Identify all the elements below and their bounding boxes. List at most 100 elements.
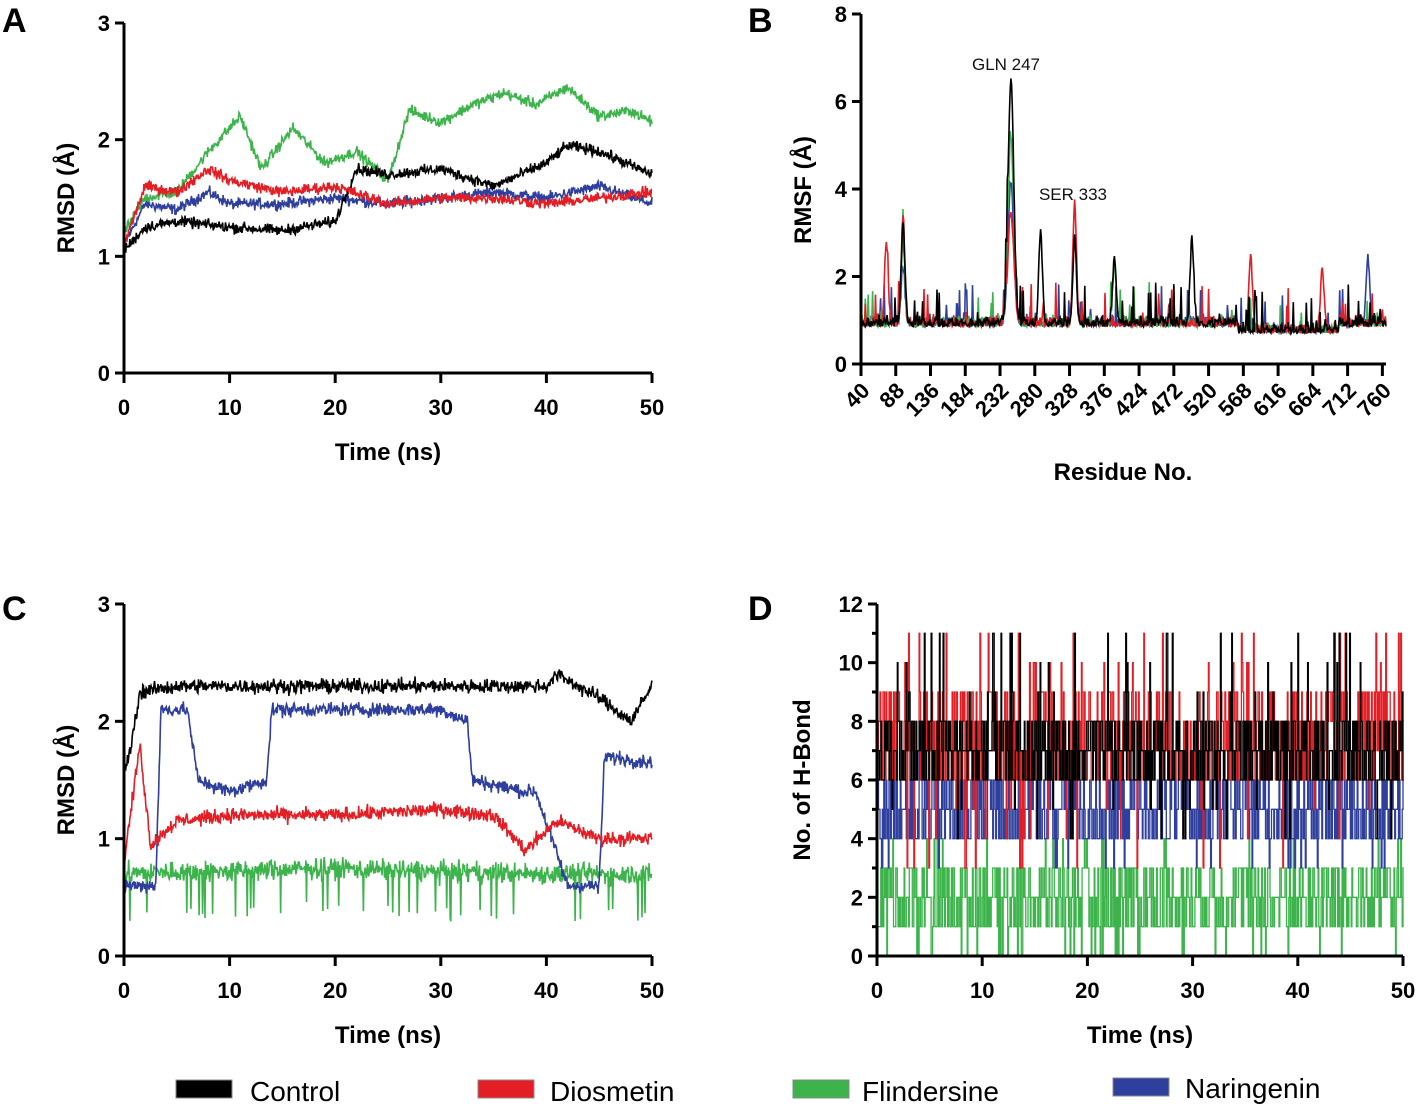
x-tick-label: 520 [1178,378,1222,422]
x-tick-label: 664 [1283,377,1327,421]
series-line-control [123,140,653,253]
legend-label-control: Control [250,1076,340,1107]
x-tick-label: 424 [1109,377,1153,421]
panel-a-series [123,84,653,253]
y-tick-label: 0 [98,944,110,969]
y-tick-label: 2 [851,885,863,910]
panel-label-c: C [2,590,27,628]
x-tick-label: 10 [217,395,241,420]
legend-item-flindersine: Flindersine [792,1076,999,1107]
x-tick-label: 40 [534,978,558,1003]
panel-a-xlabel: Time (ns) [335,439,441,466]
x-tick-label: 30 [1180,978,1204,1003]
x-tick-label: 712 [1318,378,1362,422]
x-tick-label: 376 [1074,378,1118,422]
x-tick-label: 0 [118,978,130,1003]
x-tick-label: 40 [840,378,875,413]
x-tick-label: 232 [970,378,1014,422]
series-line-control [877,632,1404,840]
y-tick-label: 12 [839,592,863,617]
x-tick-label: 328 [1039,378,1083,422]
y-tick-label: 0 [835,352,847,377]
panel-d-series [877,632,1404,957]
legend-item-diosmetin: Diosmetin [477,1076,674,1107]
panel-d-ylabel: No. of H-Bond [789,699,816,860]
panel-a-ylabel: RMSD (Å) [52,143,80,254]
y-tick-label: 2 [98,128,110,153]
panel-b-ylabel: RMSF (Å) [789,136,817,244]
x-tick-label: 10 [217,978,241,1003]
panel-d-hbond-chart: D 0 2 4 6 8 10 12 0 10 20 30 40 50 Time (ns) No. of … [748,590,1415,1049]
panel-b-xlabel: Residue No. [1054,459,1193,486]
x-tick-label: 30 [429,978,453,1003]
y-tick-label: 1 [98,244,110,269]
legend-item-control: Control [175,1076,340,1107]
y-tick-label: 4 [835,177,848,202]
x-tick-label: 20 [1075,978,1099,1003]
series-line-diosmetin [123,743,653,865]
x-tick-label: 0 [118,395,130,420]
x-tick-label: 136 [900,378,944,422]
y-tick-label: 8 [835,2,847,27]
x-tick-label: 0 [871,978,883,1003]
x-tick-label: 184 [935,377,979,421]
y-tick-label: 6 [851,768,863,793]
series-line-flindersine [123,84,653,237]
x-tick-label: 280 [1005,378,1049,422]
series-line-naringenin [123,178,653,245]
legend-label-naringenin: Naringenin [1185,1073,1320,1104]
legend-swatch-control [175,1079,233,1099]
legend-swatch-diosmetin [477,1079,535,1099]
x-tick-label: 472 [1144,378,1188,422]
y-tick-label: 0 [98,361,110,386]
x-tick-label: 30 [429,395,453,420]
panel-d-xlabel: Time (ns) [1087,1022,1193,1049]
x-tick-label: 40 [1286,978,1310,1003]
y-tick-label: 8 [851,709,863,734]
x-tick-label: 50 [1391,978,1415,1003]
panel-c-xlabel: Time (ns) [335,1022,441,1049]
annotation-gln-247: GLN 247 [972,55,1040,74]
legend: Control Diosmetin Flindersine Naringenin [175,1073,1320,1107]
series-line-control [123,669,653,772]
panel-label-b: B [748,2,773,40]
x-tick-label: 10 [970,978,994,1003]
panel-label-d: D [748,590,773,628]
series-line-diosmetin [123,165,653,245]
series-line-naringenin [123,700,653,894]
series-line-naringenin [877,750,1404,869]
y-tick-label: 1 [98,827,110,852]
x-tick-label: 568 [1213,378,1257,422]
y-tick-label: 0 [851,944,863,969]
y-tick-label: 4 [851,827,864,852]
legend-item-naringenin: Naringenin [1112,1073,1320,1104]
y-tick-label: 3 [98,592,110,617]
series-line-flindersine [877,838,1404,957]
y-tick-label: 2 [98,709,110,734]
x-tick-label: 50 [640,978,664,1003]
y-tick-label: 10 [839,651,863,676]
x-tick-label: 50 [640,395,664,420]
y-tick-label: 2 [835,265,847,290]
panel-label-a: A [2,2,27,40]
y-tick-label: 6 [835,90,847,115]
legend-swatch-naringenin [1112,1077,1170,1097]
legend-label-diosmetin: Diosmetin [550,1076,674,1107]
x-tick-label: 20 [323,978,347,1003]
legend-label-flindersine: Flindersine [862,1076,999,1107]
panel-d-axes: 0 2 4 6 8 10 12 0 10 20 30 40 50 [839,592,1416,1003]
x-tick-label: 760 [1352,378,1396,422]
x-tick-label: 20 [323,395,347,420]
x-tick-label: 616 [1248,378,1292,422]
panel-c-series [123,669,653,922]
y-tick-label: 3 [98,11,110,36]
legend-swatch-flindersine [792,1079,850,1099]
annotation-ser-333: SER 333 [1039,185,1107,204]
panel-c-ylabel: RMSD (Å) [52,725,80,836]
